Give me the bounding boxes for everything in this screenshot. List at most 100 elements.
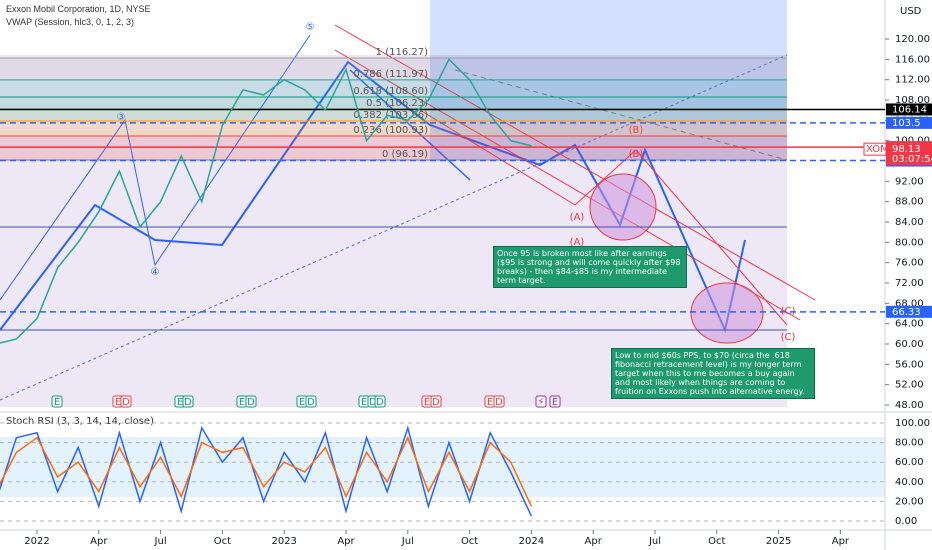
price-badge-label: 103.5 — [892, 118, 921, 129]
wave-label: (A) — [570, 212, 585, 223]
price-badge-label: 106.14 — [892, 104, 927, 115]
wave-label: (B) — [629, 125, 644, 136]
event-icon — [245, 395, 257, 408]
event-icon — [374, 395, 386, 408]
target-zone — [690, 282, 764, 344]
annotation: Low to mid $60s PPS, to $70 (circa the .… — [611, 348, 815, 399]
event-label: D — [376, 397, 384, 408]
fib-label: 0.236 (100.93) — [353, 125, 428, 136]
x-tick-label: Oct — [708, 536, 725, 547]
stoch-line — [0, 435, 533, 507]
event-label: ⚡ — [537, 397, 544, 408]
wave-arrow — [349, 69, 471, 181]
fib-zone — [0, 121, 787, 136]
drawings — [0, 24, 816, 401]
event-icon — [182, 395, 194, 408]
event-label: D — [307, 397, 315, 408]
wave-label: (C) — [781, 332, 796, 343]
x-tick-label: Apr — [90, 536, 108, 547]
y-tick-label: 80.00 — [895, 237, 924, 248]
annotation: Once 95 is broken most like after earnin… — [493, 246, 687, 288]
x-tick-label: Jul — [154, 536, 167, 547]
event-icon — [51, 395, 63, 408]
wave-label: (C) — [781, 306, 796, 317]
y-tick-label: 84.00 — [895, 217, 924, 228]
countdown: 03:07:54 — [892, 154, 932, 165]
currency: USD — [900, 6, 922, 17]
y-tick-label: 88.00 — [895, 197, 924, 208]
channel-line — [334, 24, 816, 301]
event-label: E — [424, 397, 430, 408]
y-tick-label: 72.00 — [895, 278, 924, 289]
y-tick-label: 108.00 — [895, 95, 930, 106]
event-icon — [430, 395, 442, 408]
fib-zone — [0, 79, 787, 97]
event-icon — [535, 395, 547, 408]
y-tick-label: 48.00 — [895, 400, 924, 411]
symbol-label: XOM — [866, 144, 889, 155]
event-icon — [120, 395, 132, 408]
x-tick-label: Oct — [461, 536, 478, 547]
fib-retracement: 1 (116.27)0.786 (111.97)0.618 (108.60)0.… — [0, 47, 787, 161]
y-tick-label: 20.00 — [895, 496, 924, 507]
event-label: E — [115, 397, 121, 408]
event-label: E — [54, 397, 60, 408]
y-tick-label: 64.00 — [895, 319, 924, 330]
wave-label: (B) — [629, 149, 644, 160]
fib-zone — [0, 108, 787, 122]
last-price: 98.13 — [892, 144, 921, 155]
channel-line — [635, 149, 788, 326]
fib-zone — [0, 57, 787, 80]
y-tick-label: 116.00 — [895, 54, 930, 65]
event-icon — [549, 395, 561, 408]
event-label: D — [122, 397, 130, 408]
y-tick-label: 120.00 — [895, 34, 930, 45]
y-tick-label: 80.00 — [895, 438, 924, 449]
channel-line — [334, 49, 801, 321]
x-tick-label: Jul — [401, 536, 414, 547]
x-tick-label: Apr — [337, 536, 355, 547]
fib-label: 0.5 (106.23) — [366, 98, 428, 109]
y-tick-label: 52.00 — [895, 380, 924, 391]
price-badge — [886, 103, 932, 116]
stoch-band — [0, 437, 885, 497]
y-tick-label: 76.00 — [895, 258, 924, 269]
price-badge-label: 66.33 — [892, 307, 921, 318]
stoch-line — [0, 425, 533, 517]
y-tick-label: 68.00 — [895, 298, 924, 309]
event-label: E — [552, 397, 558, 408]
trendline — [0, 54, 788, 401]
x-tick-label: 2022 — [24, 536, 49, 547]
event-label: E — [239, 397, 245, 408]
price-badge — [886, 305, 932, 318]
y-tick-label: 100.00 — [895, 418, 930, 429]
target-zone — [589, 173, 657, 241]
fib-label: 1 (116.27) — [376, 47, 428, 58]
event-label: D — [184, 397, 192, 408]
indicator-title: Stoch RSI (3, 3, 14, 14, close) — [6, 416, 154, 427]
x-tick-label: Jul — [648, 536, 661, 547]
event-label: D — [369, 397, 377, 408]
event-label: E — [299, 397, 305, 408]
x-tick-label: 2023 — [271, 536, 296, 547]
y-tick-label: 92.00 — [895, 176, 924, 187]
wave-path — [0, 60, 746, 334]
channel-line — [574, 149, 637, 206]
wave-label: (A) — [570, 237, 585, 248]
trendline — [454, 69, 788, 161]
event-label: D — [432, 397, 440, 408]
wave-label: ④ — [151, 267, 160, 278]
event-icon — [493, 395, 505, 408]
wave-label: ③ — [117, 112, 126, 123]
x-tick-label: Apr — [585, 536, 603, 547]
event-label: E — [177, 397, 183, 408]
wave-path-thin — [0, 34, 311, 301]
event-label: E — [487, 397, 493, 408]
fib-label: 0 (96.19) — [382, 149, 428, 160]
symbol-badge — [863, 142, 887, 156]
price-badge — [886, 116, 932, 129]
last-price-badge — [886, 143, 932, 166]
x-tick-label: 2025 — [766, 536, 791, 547]
indicator-title: VWAP (Session, hlc3, 0, 1, 2, 3) — [6, 17, 135, 27]
